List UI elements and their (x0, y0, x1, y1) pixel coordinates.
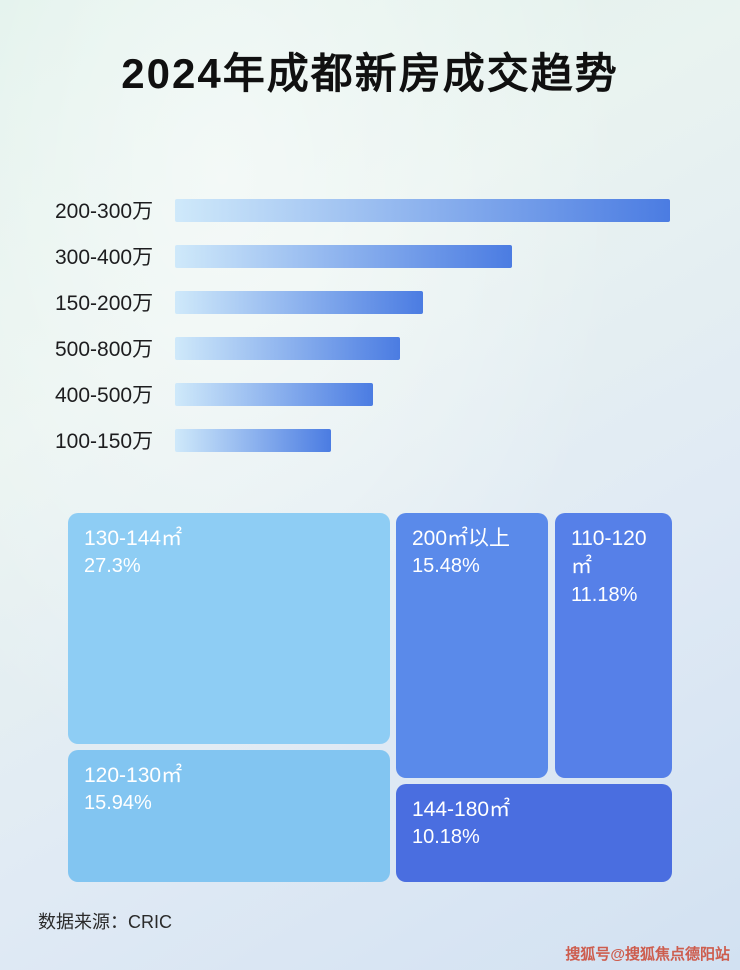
bar-row: 150-200万 (55, 279, 670, 325)
bar-row: 300-400万 (55, 233, 670, 279)
treemap-block-label: 110-120㎡ (571, 527, 647, 579)
treemap-block-144-180: 144-180㎡ 10.18% (396, 784, 672, 882)
treemap-block-200-plus: 200㎡以上 15.48% (396, 513, 548, 778)
bar-category-label: 300-400万 (55, 246, 154, 269)
treemap-block-120-130: 120-130㎡ 15.94% (68, 750, 390, 882)
bar-row: 500-800万 (55, 325, 670, 371)
bar-400-500 (175, 382, 373, 406)
bar-category-label: 400-500万 (55, 384, 154, 407)
bar-category-label: 150-200万 (55, 292, 154, 315)
bar-500-800 (175, 336, 401, 360)
treemap-block-label: 200㎡以上 (412, 527, 511, 550)
treemap-block-130-144: 130-144㎡ 27.3% (68, 513, 390, 744)
bar-track (175, 244, 670, 268)
bar-row: 400-500万 (55, 371, 670, 417)
bar-150-200 (175, 290, 423, 314)
bar-category-label: 100-150万 (55, 430, 154, 453)
bar-row: 200-300万 (55, 187, 670, 233)
treemap-block-value: 11.18% (571, 583, 638, 606)
treemap-block-value: 27.3% (84, 555, 141, 578)
treemap-block-value: 10.18% (412, 826, 480, 849)
treemap-block-110-120: 110-120㎡ 11.18% (555, 513, 672, 778)
bar-row: 100-150万 (55, 417, 670, 463)
bar-category-label: 500-800万 (55, 338, 154, 361)
bar-track (175, 336, 670, 360)
bar-100-150 (175, 428, 331, 452)
watermark-text: 搜狐号@搜狐焦点德阳站 (565, 946, 730, 963)
treemap-block-label: 130-144㎡ (84, 527, 183, 550)
bar-300-400 (175, 244, 512, 268)
area-share-treemap: 130-144㎡ 27.3% 120-130㎡ 15.94% 200㎡以上 15… (68, 513, 672, 882)
price-range-bar-chart: 200-300万 300-400万 150-200万 500-800万 400- (0, 187, 740, 463)
treemap-block-value: 15.94% (84, 792, 152, 815)
bar-track (175, 382, 670, 406)
treemap-block-label: 144-180㎡ (412, 798, 511, 821)
bar-track (175, 428, 670, 452)
bar-200-300 (175, 198, 670, 222)
treemap-block-value: 15.48% (412, 555, 480, 578)
bar-track (175, 198, 670, 222)
treemap-block-label: 120-130㎡ (84, 764, 183, 787)
bar-category-label: 200-300万 (55, 200, 154, 223)
data-source-label: 数据来源：CRIC (38, 912, 172, 932)
page-title: 2024年成都新房成交趋势 (121, 50, 619, 97)
bar-track (175, 290, 670, 314)
